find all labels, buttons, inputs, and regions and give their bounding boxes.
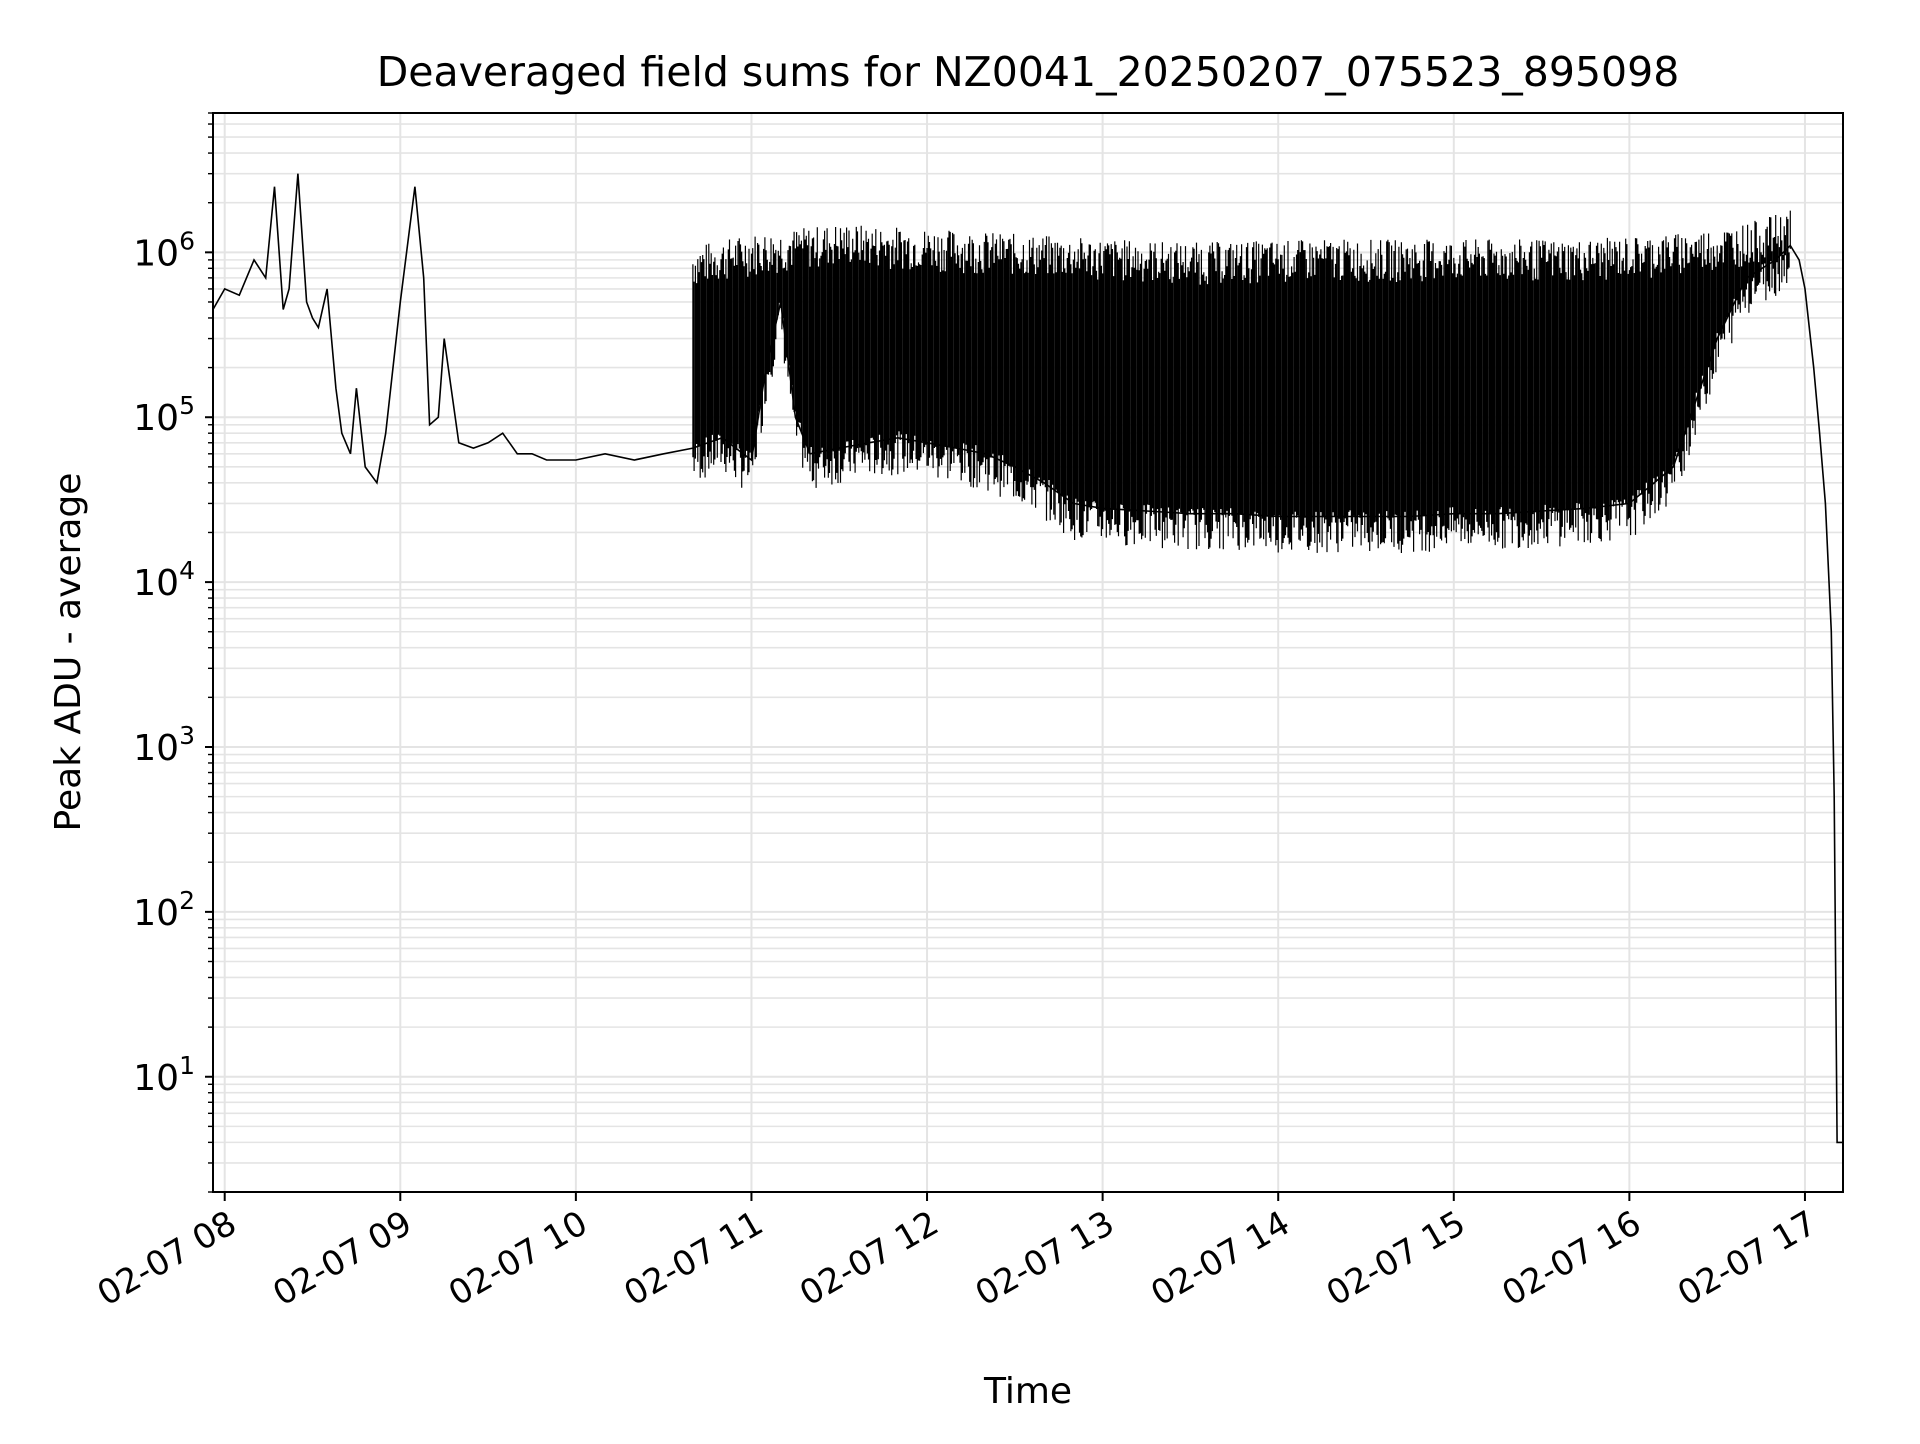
x-axis-label: Time — [983, 1371, 1072, 1412]
series-oscillation — [692, 210, 1791, 553]
y-tick-label: 102 — [133, 886, 195, 934]
data-layer — [212, 173, 1843, 1144]
y-tick-label: 103 — [133, 721, 195, 769]
x-tick-label: 02-07 15 — [1320, 1203, 1472, 1314]
y-tick-label: 106 — [133, 226, 195, 274]
y-axis-label: Peak ADU - average — [48, 473, 89, 832]
y-tick-label: 101 — [133, 1051, 195, 1099]
chart-title: Deaveraged field sums for NZ0041_2025020… — [377, 48, 1680, 96]
x-tick-label: 02-07 11 — [618, 1203, 770, 1314]
y-tick-label: 105 — [133, 391, 195, 439]
y-tick-label: 104 — [133, 556, 195, 604]
x-tick-label: 02-07 10 — [442, 1203, 594, 1314]
x-tick-label: 02-07 13 — [969, 1203, 1121, 1314]
x-tick-label: 02-07 14 — [1144, 1203, 1296, 1314]
x-tick-label: 02-07 12 — [793, 1203, 945, 1314]
x-tick-label: 02-07 09 — [266, 1203, 418, 1314]
x-tick-label: 02-07 16 — [1495, 1203, 1647, 1314]
x-tick-label: 02-07 17 — [1671, 1203, 1823, 1314]
x-tick-label: 02-07 08 — [91, 1203, 243, 1314]
axes-frame — [212, 112, 1844, 1193]
